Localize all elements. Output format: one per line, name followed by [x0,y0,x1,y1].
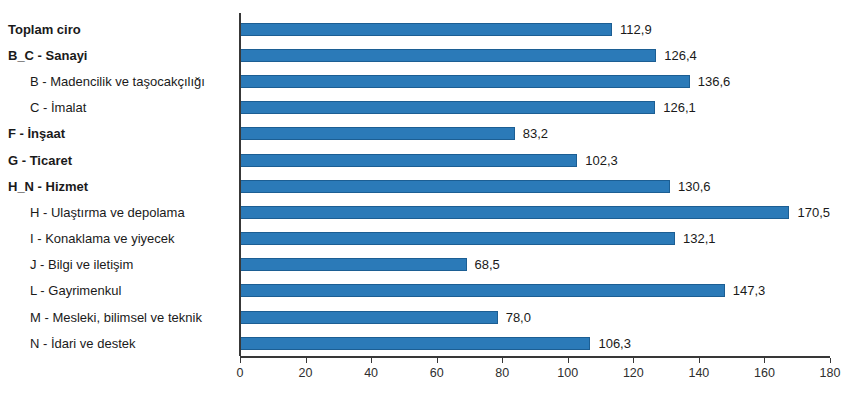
x-axis-tick [568,358,569,363]
category-label: H - Ulaştırma ve depolama [0,205,240,220]
x-axis-tick-label: 100 [557,366,578,380]
category-label: G - Ticaret [0,153,240,168]
bar [240,232,675,245]
bar-value-label: 68,5 [475,257,500,272]
x-axis-tick [830,358,831,363]
x-axis-line: 020406080100120140160180 [240,356,830,358]
x-axis-tick-label: 140 [688,366,709,380]
x-axis-tick-label: 0 [237,366,244,380]
x-axis-tick-label: 40 [364,366,378,380]
x-axis-tick [437,358,438,363]
bar [240,337,590,350]
chart-rows: Toplam ciro 112,9 B_C - Sanayi 126,4 B - Mad… [0,16,850,356]
x-axis-tick [306,358,307,363]
bar-track: 126,1 [240,95,830,121]
category-label: C - İmalat [0,100,240,115]
bar [240,206,789,219]
bar-value-label: 126,4 [664,48,697,63]
bar-value-label: 147,3 [733,283,766,298]
x-axis-tick [502,358,503,363]
bar-track: 170,5 [240,199,830,225]
chart-row: Toplam ciro 112,9 [0,16,850,42]
bar [240,258,467,271]
bar-value-label: 83,2 [523,126,548,141]
bar-value-label: 78,0 [506,310,531,325]
bar [240,49,656,62]
chart-row: N - İdari ve destek 106,3 [0,330,850,356]
bar-track: 68,5 [240,252,830,278]
x-axis-tick [240,358,241,363]
x-axis-tick-label: 160 [754,366,775,380]
bar-track: 136,6 [240,68,830,94]
bar-track: 132,1 [240,226,830,252]
chart-row: C - İmalat 126,1 [0,95,850,121]
bar-track: 112,9 [240,16,830,42]
bar [240,311,498,324]
x-axis-tick-label: 20 [299,366,313,380]
bar-track: 78,0 [240,304,830,330]
bar [240,101,655,114]
chart-row: B_C - Sanayi 126,4 [0,42,850,68]
category-label: I - Konaklama ve yiyecek [0,231,240,246]
x-axis-tick-label: 60 [430,366,444,380]
chart-row: L - Gayrimenkul 147,3 [0,278,850,304]
bar [240,180,670,193]
bar-value-label: 102,3 [585,153,618,168]
bar [240,23,612,36]
category-label: B - Madencilik ve taşocakçılığı [0,74,240,89]
bar-track: 102,3 [240,147,830,173]
bar-value-label: 106,3 [598,336,631,351]
chart-row: M - Mesleki, bilimsel ve teknik 78,0 [0,304,850,330]
bar [240,127,515,140]
bar-track: 147,3 [240,278,830,304]
bar-value-label: 126,1 [663,100,696,115]
bar-value-label: 112,9 [620,22,652,37]
chart-row: H - Ulaştırma ve depolama 170,5 [0,199,850,225]
bar-value-label: 132,1 [683,231,716,246]
chart-row: B - Madencilik ve taşocakçılığı 136,6 [0,68,850,94]
x-axis-tick [764,358,765,363]
category-label: B_C - Sanayi [0,48,240,63]
x-axis-tick [633,358,634,363]
category-label: H_N - Hizmet [0,179,240,194]
horizontal-bar-chart: Toplam ciro 112,9 B_C - Sanayi 126,4 B - Mad… [0,0,850,400]
chart-row: H_N - Hizmet 130,6 [0,173,850,199]
category-label: N - İdari ve destek [0,336,240,351]
bar [240,75,690,88]
bar-track: 126,4 [240,42,830,68]
y-axis-line [239,13,241,356]
chart-row: F - İnşaat 83,2 [0,121,850,147]
category-label: J - Bilgi ve iletişim [0,257,240,272]
bar [240,284,725,297]
x-axis-tick-label: 120 [623,366,644,380]
x-axis-tick-label: 80 [495,366,509,380]
bar-track: 106,3 [240,330,830,356]
category-label: Toplam ciro [0,22,240,37]
bar [240,154,577,167]
bar-value-label: 136,6 [698,74,731,89]
bar-value-label: 170,5 [797,205,830,220]
x-axis-tick [699,358,700,363]
chart-row: G - Ticaret 102,3 [0,147,850,173]
bar-value-label: 130,6 [678,179,711,194]
x-axis-tick-label: 180 [820,366,841,380]
category-label: M - Mesleki, bilimsel ve teknik [0,310,240,325]
chart-row: J - Bilgi ve iletişim 68,5 [0,252,850,278]
chart-row: I - Konaklama ve yiyecek 132,1 [0,226,850,252]
bar-track: 83,2 [240,121,830,147]
category-label: F - İnşaat [0,126,240,141]
bar-track: 130,6 [240,173,830,199]
category-label: L - Gayrimenkul [0,283,240,298]
x-axis-tick [371,358,372,363]
